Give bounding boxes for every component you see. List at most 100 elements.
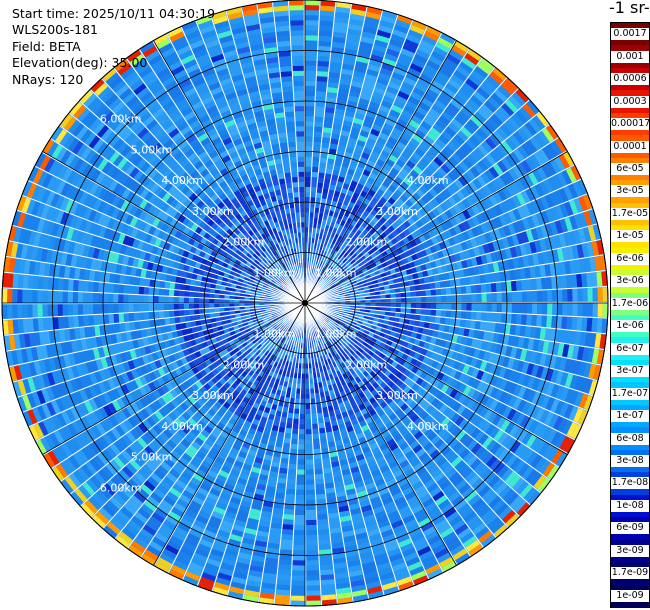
- range-cell: [306, 560, 319, 566]
- range-cell: [332, 244, 338, 251]
- range-cell: [428, 275, 435, 283]
- range-cell: [282, 524, 294, 530]
- range-cell: [434, 519, 448, 530]
- range-cell: [321, 401, 327, 408]
- range-cell: [589, 257, 597, 272]
- range-cell: [451, 262, 458, 271]
- range-cell: [477, 245, 486, 255]
- range-cell: [416, 106, 428, 116]
- range-cell: [557, 343, 565, 357]
- range-cell: [351, 346, 358, 353]
- range-cell: [425, 335, 432, 343]
- range-cell: [301, 373, 305, 379]
- range-cell: [470, 458, 482, 470]
- range-cell: [337, 144, 346, 152]
- range-cell: [559, 329, 567, 343]
- range-cell: [335, 272, 341, 278]
- range-cell: [334, 206, 341, 214]
- range-cell: [456, 303, 462, 311]
- range-cell: [524, 326, 531, 338]
- range-cell: [343, 275, 349, 281]
- range-cell: [306, 580, 320, 586]
- range-cell: [459, 61, 473, 74]
- range-cell: [408, 528, 422, 538]
- range-cell: [368, 133, 379, 142]
- range-cell: [269, 527, 282, 534]
- range-cell: [333, 292, 340, 295]
- range-cell: [439, 479, 452, 491]
- range-cell: [343, 252, 349, 258]
- range-cell: [318, 529, 330, 535]
- range-cell: [444, 219, 454, 229]
- range-cell: [544, 237, 552, 251]
- range-cell: [453, 204, 462, 214]
- range-cell: [337, 346, 344, 352]
- range-cell: [399, 313, 406, 319]
- range-cell: [315, 341, 319, 347]
- range-cell: [487, 117, 500, 130]
- range-cell: [321, 321, 326, 327]
- range-cell: [429, 510, 443, 521]
- range-cell: [480, 104, 494, 117]
- range-cell: [311, 232, 316, 239]
- range-cell: [483, 331, 490, 341]
- range-cell: [461, 294, 467, 303]
- range-cell: [471, 379, 481, 390]
- range-cell: [345, 228, 352, 235]
- range-cell: [333, 164, 341, 172]
- range-cell: [335, 108, 345, 116]
- range-cell: [372, 238, 380, 246]
- range-cell: [313, 136, 322, 143]
- range-cell: [426, 178, 436, 188]
- range-cell: [516, 232, 525, 245]
- range-cell: [305, 60, 317, 66]
- range-cell: [465, 311, 472, 320]
- range-cell: [501, 313, 507, 324]
- range-cell: [349, 355, 356, 362]
- range-cell: [367, 459, 377, 468]
- range-cell: [586, 242, 595, 257]
- range-cell: [356, 258, 362, 265]
- range-cell: [332, 277, 338, 283]
- range-cell: [320, 574, 334, 581]
- range-cell: [366, 344, 373, 351]
- range-cell: [368, 189, 376, 197]
- range-cell: [338, 313, 344, 318]
- range-cell: [451, 167, 462, 179]
- range-cell: [497, 333, 505, 344]
- range-cell: [536, 166, 548, 181]
- range-cell: [320, 152, 328, 159]
- range-cell: [578, 228, 587, 243]
- range-cell: [366, 581, 381, 590]
- range-cell: [343, 399, 351, 407]
- range-cell: [324, 421, 332, 428]
- range-cell: [278, 426, 286, 433]
- range-cell: [509, 324, 516, 336]
- range-cell: [455, 444, 467, 456]
- range-cell: [486, 455, 498, 468]
- range-cell: [338, 247, 344, 254]
- range-cell: [357, 195, 365, 203]
- range-cell: [549, 328, 557, 342]
- range-cell: [305, 45, 318, 51]
- range-cell: [428, 84, 442, 95]
- range-cell: [390, 303, 396, 308]
- range-cell: [557, 418, 568, 433]
- range-cell: [365, 245, 372, 252]
- range-cell: [455, 243, 464, 253]
- range-cell: [465, 239, 473, 250]
- range-cell: [427, 254, 435, 262]
- range-cell: [378, 171, 387, 180]
- range-cell: [385, 298, 391, 303]
- range-cell: [530, 454, 543, 468]
- range-cell: [362, 341, 369, 348]
- range-cell: [431, 303, 437, 310]
- range-cell: [374, 141, 385, 150]
- range-cell: [446, 333, 454, 342]
- range-cell: [543, 179, 554, 193]
- range-cell: [484, 273, 491, 284]
- range-cell: [498, 202, 508, 214]
- range-cell: [430, 309, 437, 316]
- range-cell: [421, 97, 434, 108]
- range-cell: [418, 44, 433, 55]
